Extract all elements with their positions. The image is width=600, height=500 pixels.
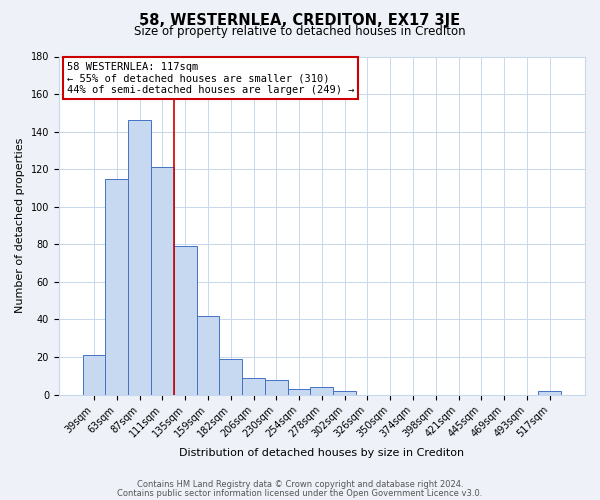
Bar xyxy=(242,378,265,394)
Bar xyxy=(538,391,561,394)
Y-axis label: Number of detached properties: Number of detached properties xyxy=(15,138,25,313)
Bar xyxy=(106,178,128,394)
Text: 58, WESTERNLEA, CREDITON, EX17 3JE: 58, WESTERNLEA, CREDITON, EX17 3JE xyxy=(139,12,461,28)
Text: Size of property relative to detached houses in Crediton: Size of property relative to detached ho… xyxy=(134,25,466,38)
Bar xyxy=(128,120,151,394)
Text: Contains HM Land Registry data © Crown copyright and database right 2024.: Contains HM Land Registry data © Crown c… xyxy=(137,480,463,489)
Text: 58 WESTERNLEA: 117sqm
← 55% of detached houses are smaller (310)
44% of semi-det: 58 WESTERNLEA: 117sqm ← 55% of detached … xyxy=(67,62,354,95)
Text: Contains public sector information licensed under the Open Government Licence v3: Contains public sector information licen… xyxy=(118,488,482,498)
Bar xyxy=(83,355,106,395)
Bar xyxy=(288,389,310,394)
Bar xyxy=(310,387,333,394)
Bar xyxy=(220,359,242,394)
Bar xyxy=(265,380,288,394)
Bar xyxy=(333,391,356,394)
Bar xyxy=(197,316,220,394)
Bar xyxy=(151,168,174,394)
Bar xyxy=(174,246,197,394)
X-axis label: Distribution of detached houses by size in Crediton: Distribution of detached houses by size … xyxy=(179,448,464,458)
